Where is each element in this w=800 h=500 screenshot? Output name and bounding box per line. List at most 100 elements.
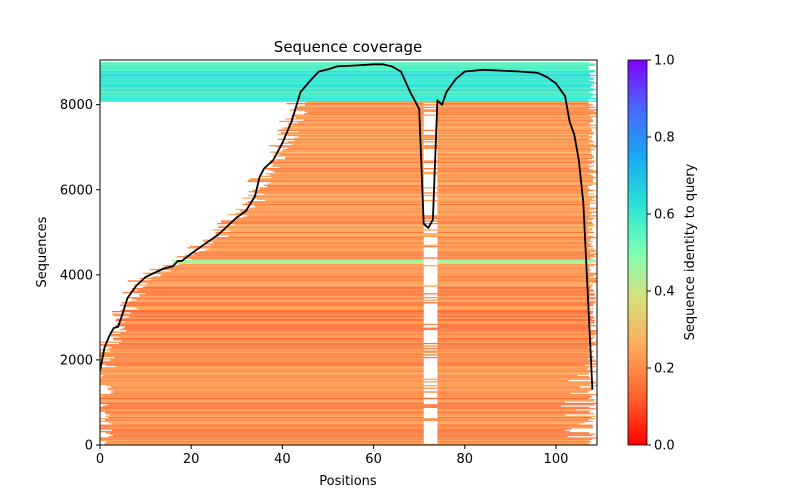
sequence-row xyxy=(437,228,593,230)
colorbar-ticks: 0.0 0.2 0.4 0.6 0.8 1.0 xyxy=(647,54,675,454)
sequence-row xyxy=(303,119,424,121)
sequence-row xyxy=(437,276,590,278)
sequence-row xyxy=(437,259,596,262)
sequence-row xyxy=(100,439,424,442)
sequence-row xyxy=(112,346,424,349)
sequence-row xyxy=(437,165,594,167)
sequence-row xyxy=(437,192,589,194)
sequence-row xyxy=(423,404,438,406)
sequence-row xyxy=(100,355,424,357)
sequence-row xyxy=(437,173,589,175)
sequence-row xyxy=(437,279,596,281)
sequence-row xyxy=(304,110,424,112)
sequence-row xyxy=(437,262,592,264)
colorbar-tick-label: 0.8 xyxy=(654,131,675,146)
sequence-row xyxy=(437,254,594,257)
sequence-row xyxy=(100,418,424,420)
sequence-row xyxy=(160,273,424,276)
x-tick-label: 20 xyxy=(183,452,200,467)
sequence-row xyxy=(437,281,597,283)
sequence-row xyxy=(113,339,424,341)
sequence-row xyxy=(285,156,424,158)
sequence-row xyxy=(437,120,594,123)
sequence-row xyxy=(110,335,424,337)
sequence-row xyxy=(437,146,597,148)
sequence-row xyxy=(437,415,596,417)
sequence-row xyxy=(106,385,424,387)
sequence-row xyxy=(437,407,596,410)
sequence-row xyxy=(423,265,438,267)
chart-title: Sequence coverage xyxy=(274,38,422,56)
sequence-row xyxy=(437,105,591,107)
sequence-row xyxy=(303,113,424,115)
sequence-row xyxy=(437,419,589,421)
sequence-row xyxy=(437,379,569,382)
sequence-row xyxy=(437,350,595,352)
sequence-row xyxy=(437,234,589,236)
sequence-row xyxy=(437,304,594,306)
sequence-row xyxy=(437,277,597,280)
sequence-row xyxy=(437,210,590,212)
sequence-row xyxy=(437,151,592,153)
sequence-row xyxy=(109,331,424,333)
sequence-row xyxy=(100,74,596,77)
sequence-row xyxy=(423,173,438,175)
sequence-row xyxy=(269,161,424,163)
sequence-row xyxy=(118,342,424,345)
sequence-row xyxy=(100,400,424,402)
sequence-row xyxy=(437,252,590,254)
sequence-row xyxy=(437,433,596,435)
sequence-row xyxy=(423,109,438,111)
sequence-row xyxy=(437,179,594,181)
sequence-row xyxy=(437,155,594,157)
sequence-row xyxy=(437,224,595,226)
sequence-row xyxy=(437,253,597,255)
sequence-row xyxy=(273,164,424,166)
sequence-row xyxy=(110,433,424,435)
sequence-row xyxy=(437,393,597,396)
sequence-row xyxy=(106,364,424,366)
sequence-row xyxy=(100,344,424,346)
sequence-row xyxy=(276,159,424,161)
sequence-row xyxy=(437,317,596,319)
sequence-row xyxy=(109,414,424,416)
sequence-row xyxy=(100,373,424,375)
sequence-row xyxy=(437,118,592,120)
sequence-row xyxy=(423,129,438,132)
sequence-row xyxy=(100,71,595,73)
sequence-row xyxy=(437,308,594,310)
sequence-row xyxy=(113,337,424,340)
sequence-row xyxy=(212,229,424,231)
sequence-row xyxy=(100,100,597,102)
sequence-row xyxy=(110,350,424,352)
sequence-row xyxy=(254,206,424,208)
sequence-row xyxy=(437,114,590,116)
sequence-row xyxy=(437,245,593,248)
sequence-row xyxy=(257,198,424,200)
sequence-row xyxy=(108,416,424,419)
sequence-row xyxy=(283,148,424,151)
sequence-row xyxy=(100,379,424,382)
sequence-row xyxy=(437,409,576,411)
sequence-row xyxy=(437,123,590,125)
x-tick-label: 80 xyxy=(456,452,473,467)
sequence-row xyxy=(100,81,594,83)
sequence-row xyxy=(296,106,424,109)
sequence-row xyxy=(100,76,590,78)
sequence-row xyxy=(121,340,424,342)
sequence-row xyxy=(437,258,593,260)
sequence-row xyxy=(437,395,592,397)
sequence-row xyxy=(437,323,590,326)
sequence-row xyxy=(437,185,589,188)
sequence-row xyxy=(437,327,591,329)
sequence-row xyxy=(296,108,424,110)
sequence-row xyxy=(100,341,424,343)
sequence-row xyxy=(437,326,590,328)
sequence-row xyxy=(291,115,424,118)
sequence-row xyxy=(437,429,566,431)
sequence-row xyxy=(130,290,424,292)
sequence-row xyxy=(268,169,424,171)
sequence-row xyxy=(248,179,424,181)
colorbar-tick-label: 0.2 xyxy=(654,362,675,377)
sequence-row xyxy=(437,355,594,357)
